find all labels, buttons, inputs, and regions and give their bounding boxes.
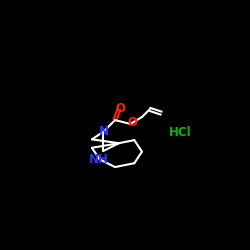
Text: NH: NH [89, 153, 109, 166]
Text: O: O [116, 102, 126, 115]
Text: HCl: HCl [169, 126, 192, 139]
Text: N: N [99, 125, 109, 138]
Text: O: O [127, 116, 137, 129]
